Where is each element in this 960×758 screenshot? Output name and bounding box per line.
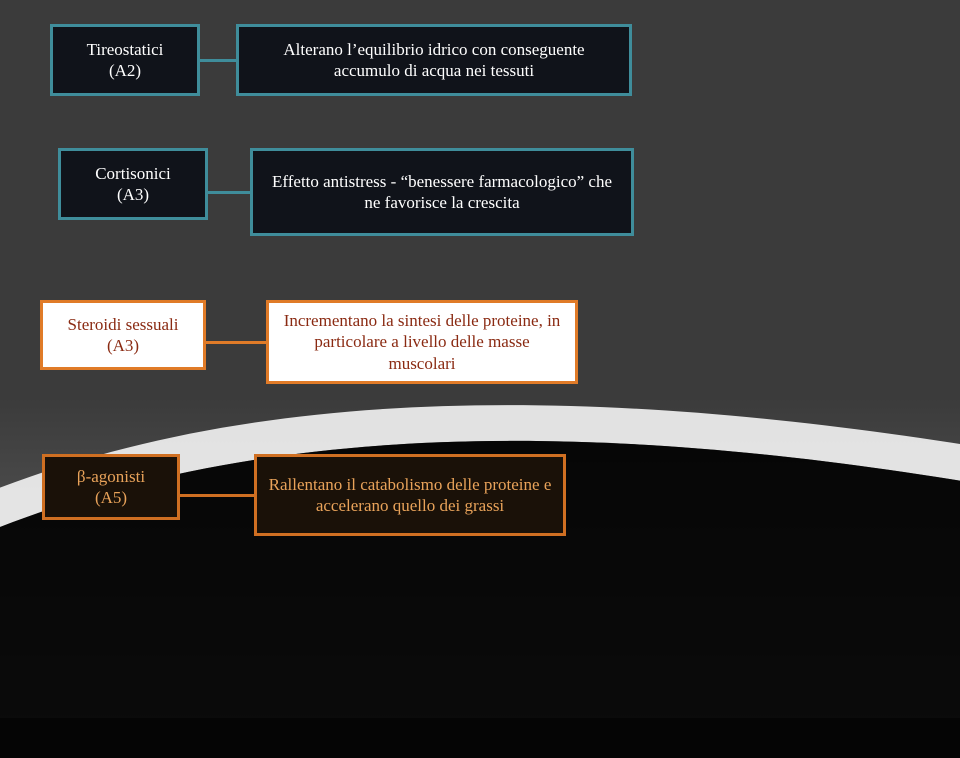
label-line1: Steroidi sessuali <box>68 314 179 335</box>
background-gradient <box>0 398 960 718</box>
label-line2: (A3) <box>107 335 139 356</box>
desc-text: Alterano l’equilibrio idrico con consegu… <box>249 39 619 82</box>
label-line2: (A3) <box>117 184 149 205</box>
label-beta-agonisti: β-agonisti (A5) <box>42 454 180 520</box>
label-line2: (A5) <box>95 487 127 508</box>
label-steroidi: Steroidi sessuali (A3) <box>40 300 206 370</box>
desc-tireostatici: Alterano l’equilibrio idrico con consegu… <box>236 24 632 96</box>
desc-text: Incrementano la sintesi delle proteine, … <box>279 310 565 374</box>
label-line1: β-agonisti <box>77 466 145 487</box>
label-line2: (A2) <box>109 60 141 81</box>
desc-steroidi: Incrementano la sintesi delle proteine, … <box>266 300 578 384</box>
connector <box>208 191 250 194</box>
row-cortisonici: Cortisonici (A3) Effetto antistress - “b… <box>58 148 634 236</box>
desc-text: Effetto antistress - “benessere farmacol… <box>263 171 621 214</box>
row-steroidi: Steroidi sessuali (A3) Incrementano la s… <box>40 300 578 384</box>
label-tireostatici: Tireostatici (A2) <box>50 24 200 96</box>
label-line1: Tireostatici <box>87 39 164 60</box>
desc-beta-agonisti: Rallentano il catabolismo delle proteine… <box>254 454 566 536</box>
row-tireostatici: Tireostatici (A2) Alterano l’equilibrio … <box>50 24 632 96</box>
connector <box>200 59 236 62</box>
label-cortisonici: Cortisonici (A3) <box>58 148 208 220</box>
label-line1: Cortisonici <box>95 163 171 184</box>
connector <box>206 341 266 344</box>
desc-cortisonici: Effetto antistress - “benessere farmacol… <box>250 148 634 236</box>
desc-text: Rallentano il catabolismo delle proteine… <box>267 474 553 517</box>
row-beta-agonisti: β-agonisti (A5) Rallentano il catabolism… <box>42 454 566 536</box>
connector <box>180 494 254 497</box>
